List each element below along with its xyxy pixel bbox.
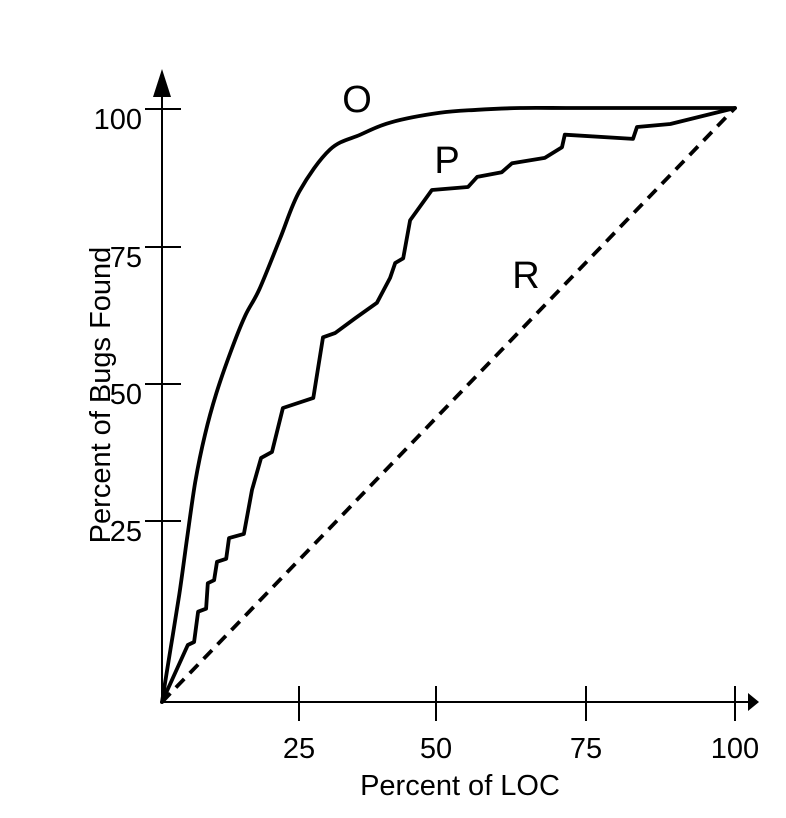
curve-optimal-curve [160,105,737,704]
x-tick-label: 25 [283,733,315,765]
curve-random-curve [160,106,737,704]
axis-ticks: 25 50 75 100 25 50 75 100 [94,104,760,765]
x-axis-arrowhead [748,693,759,711]
y-tick-label: 50 [110,379,142,411]
x-tick-label: 75 [570,733,602,765]
curve-label-optimal: O [342,79,372,121]
curve-label-random: R [512,255,539,297]
x-axis-title: Percent of LOC [360,770,560,802]
y-axis-title: Percent of Bugs Found [85,247,117,544]
x-tick-label: 50 [420,733,452,765]
y-tick-label: 100 [94,104,142,136]
axes [153,69,759,711]
y-tick-label: 75 [110,242,142,274]
y-axis-arrowhead [153,69,171,97]
curve-label-practical: P [434,140,459,182]
curves [160,105,737,704]
y-tick-label: 25 [110,516,142,548]
x-tick-label: 100 [711,733,759,765]
curve-practical-curve [160,106,737,704]
